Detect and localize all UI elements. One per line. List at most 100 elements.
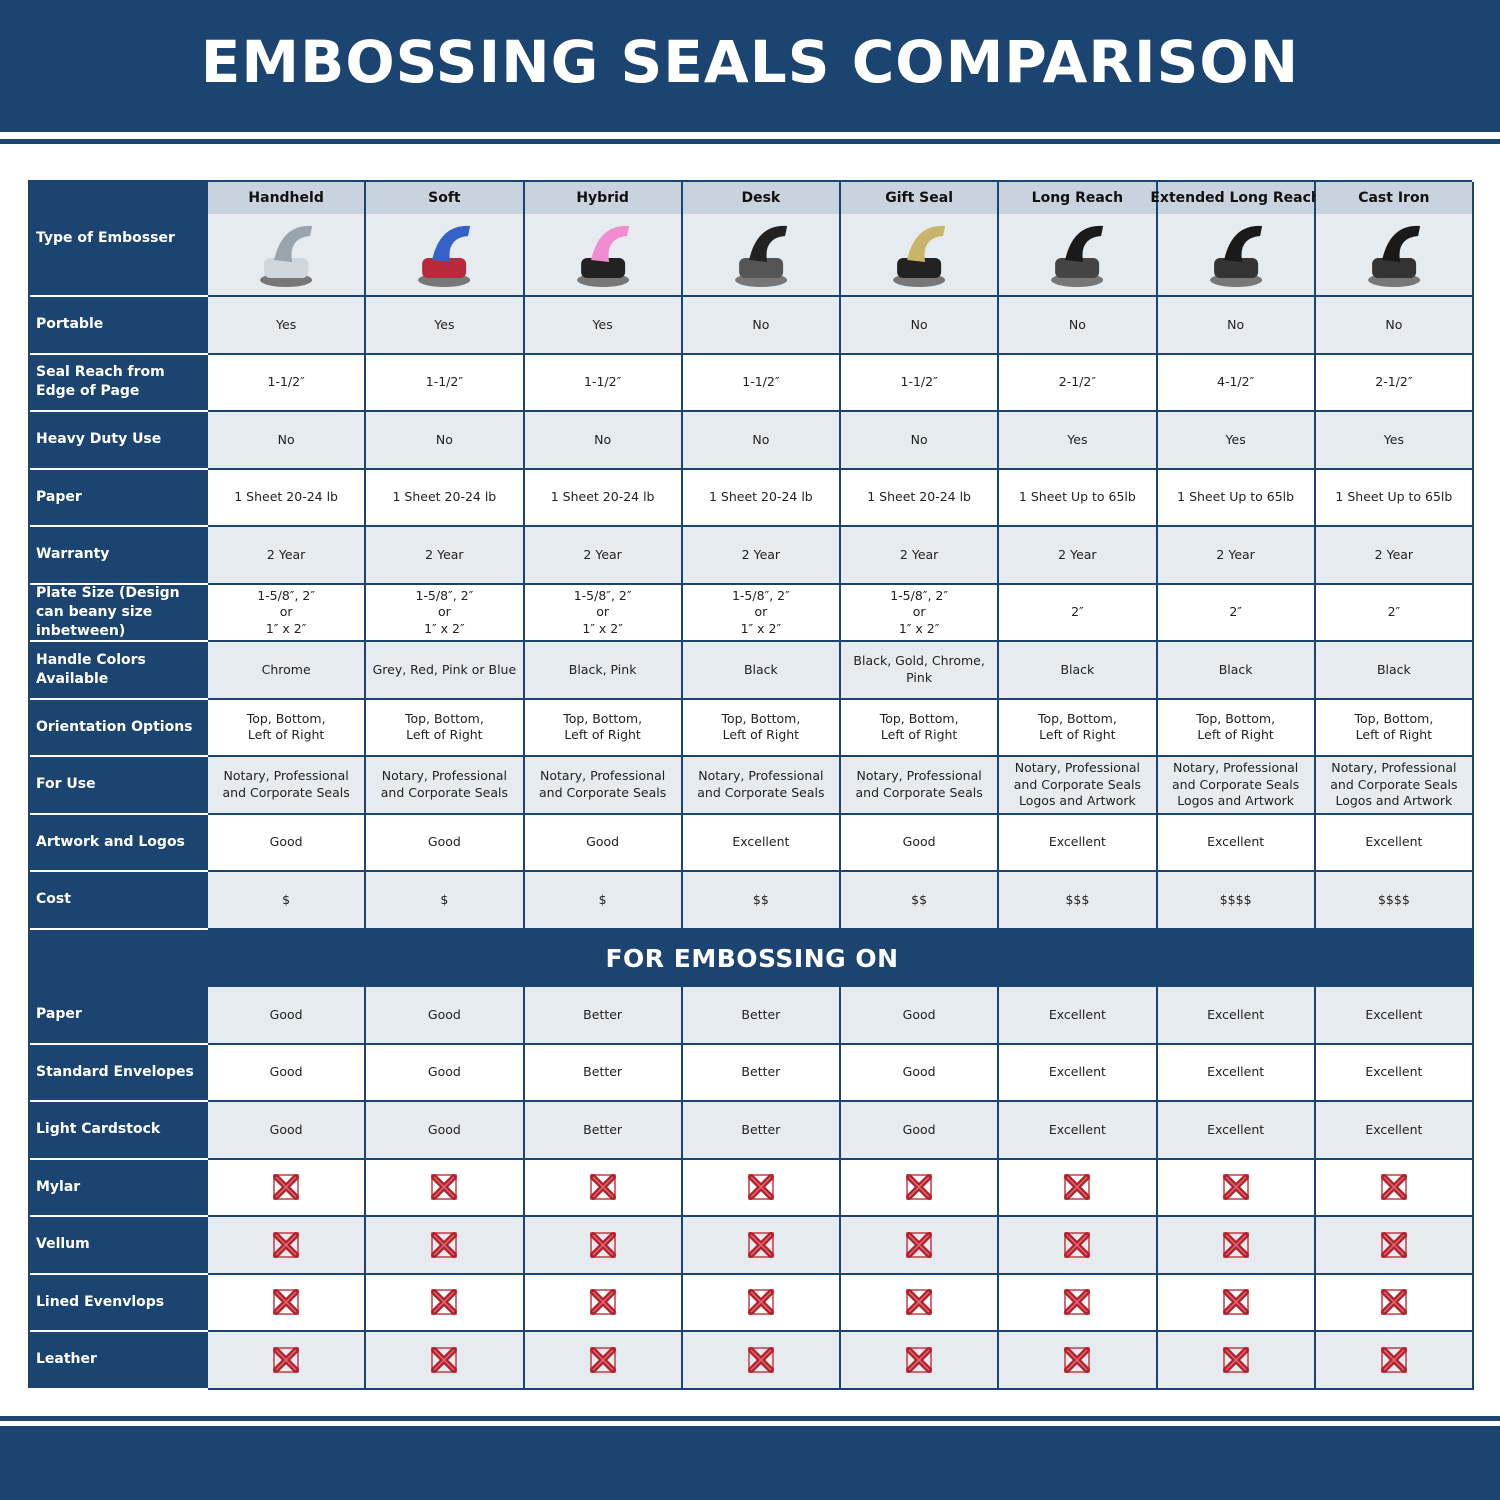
table-cell: Excellent [999, 814, 1158, 872]
table-cell: Good [208, 1044, 367, 1102]
table-cell [524, 1332, 683, 1390]
table-cell: Notary, Professional and Corporate Seals… [1315, 757, 1474, 815]
table-cell: Good [524, 814, 683, 872]
table-cell [366, 1332, 525, 1390]
embosser-icon [576, 225, 629, 287]
embosser-icon [1051, 225, 1104, 287]
table-cell: Notary, Professional and Corporate Seals [524, 757, 683, 815]
table-cell: Notary, Professional and Corporate Seals [366, 757, 525, 815]
x-icon [1380, 1231, 1407, 1258]
x-icon [1222, 1174, 1249, 1201]
table-cell: Good [208, 987, 367, 1045]
table-cell [682, 1217, 841, 1275]
table-cell: 1 Sheet 20-24 lb [524, 469, 683, 527]
table-cell: $$$$ [1315, 872, 1474, 930]
product-image [999, 214, 1158, 297]
table-cell [1157, 1217, 1316, 1275]
table-cell [524, 1159, 683, 1217]
table-cell [999, 1217, 1158, 1275]
table-cell: Yes [1315, 412, 1474, 470]
table-cell: No [841, 297, 1000, 355]
x-icon [589, 1346, 616, 1373]
row-label: Lined Evenvlops [30, 1274, 208, 1332]
table-cell: Excellent [1157, 1102, 1316, 1160]
product-image [366, 214, 525, 297]
table-cell: Better [524, 987, 683, 1045]
x-icon [431, 1174, 458, 1201]
table-cell: Top, Bottom, Left of Right [1315, 699, 1474, 757]
x-icon [747, 1289, 774, 1316]
table-cell [208, 1217, 367, 1275]
table-cell: Black, Pink [524, 642, 683, 700]
table-cell: Excellent [1157, 987, 1316, 1045]
product-image [682, 214, 841, 297]
table-cell: No [1157, 297, 1316, 355]
embosser-icon [893, 225, 946, 287]
table-cell: Yes [1157, 412, 1316, 470]
table-cell: No [366, 412, 525, 470]
table-cell: 1-5/8″, 2″ or 1″ x 2″ [524, 584, 683, 642]
row-label: Paper [30, 987, 208, 1045]
table-cell [524, 1274, 683, 1332]
row-label: For Use [30, 757, 208, 815]
row-label: Plate Size (Design can beany size inbetw… [30, 584, 208, 642]
row-label: Light Cardstock [30, 1102, 208, 1160]
table-cell: 2 Year [366, 527, 525, 585]
row-label: Standard Envelopes [30, 1044, 208, 1102]
table-cell: 2 Year [999, 527, 1158, 585]
x-icon [1222, 1289, 1249, 1316]
header-band [0, 0, 1500, 132]
table-cell: Top, Bottom, Left of Right [524, 699, 683, 757]
table-cell: $$ [841, 872, 1000, 930]
table-cell [841, 1332, 1000, 1390]
product-image [208, 214, 367, 297]
embosser-icon [734, 225, 787, 287]
embosser-icon [1209, 225, 1262, 287]
table-cell: $ [524, 872, 683, 930]
table-cell [682, 1159, 841, 1217]
x-icon [747, 1346, 774, 1373]
table-cell: 2-1/2″ [999, 354, 1158, 412]
table-cell [366, 1274, 525, 1332]
table-cell: No [682, 412, 841, 470]
table-cell: 4-1/2″ [1157, 354, 1316, 412]
table-cell: 2 Year [524, 527, 683, 585]
table-cell [841, 1159, 1000, 1217]
x-icon [906, 1174, 933, 1201]
table-cell: Good [841, 987, 1000, 1045]
table-cell [1315, 1217, 1474, 1275]
table-cell: Notary, Professional and Corporate Seals [208, 757, 367, 815]
table-cell: No [1315, 297, 1474, 355]
column-header: Handheld [208, 182, 367, 214]
table-cell: Better [682, 1102, 841, 1160]
table-cell: Good [366, 987, 525, 1045]
table-cell: 1-1/2″ [841, 354, 1000, 412]
table-cell: 1 Sheet 20-24 lb [208, 469, 367, 527]
table-cell: 2 Year [841, 527, 1000, 585]
table-cell [999, 1159, 1158, 1217]
table-cell: No [682, 297, 841, 355]
table-cell: Top, Bottom, Left of Right [208, 699, 367, 757]
row-label: Portable [30, 297, 208, 355]
table-cell [208, 1332, 367, 1390]
table-cell: 2 Year [682, 527, 841, 585]
table-cell: 2 Year [1157, 527, 1316, 585]
table-cell: 1 Sheet 20-24 lb [682, 469, 841, 527]
row-label: Mylar [30, 1159, 208, 1217]
column-header: Gift Seal [841, 182, 1000, 214]
table-cell: 1 Sheet Up to 65lb [1157, 469, 1316, 527]
table-cell: Excellent [999, 1102, 1158, 1160]
column-header: Cast Iron [1315, 182, 1474, 214]
table-cell [999, 1332, 1158, 1390]
table-cell: Yes [524, 297, 683, 355]
section-title: FOR EMBOSSING ON [30, 929, 1474, 987]
row-label: Artwork and Logos [30, 814, 208, 872]
table-cell: No [999, 297, 1158, 355]
embosser-icon [418, 225, 471, 287]
x-icon [1222, 1346, 1249, 1373]
table-cell [1157, 1332, 1316, 1390]
table-cell: $ [366, 872, 525, 930]
table-cell [1157, 1159, 1316, 1217]
column-header: Soft [366, 182, 525, 214]
table-cell: Good [208, 1102, 367, 1160]
